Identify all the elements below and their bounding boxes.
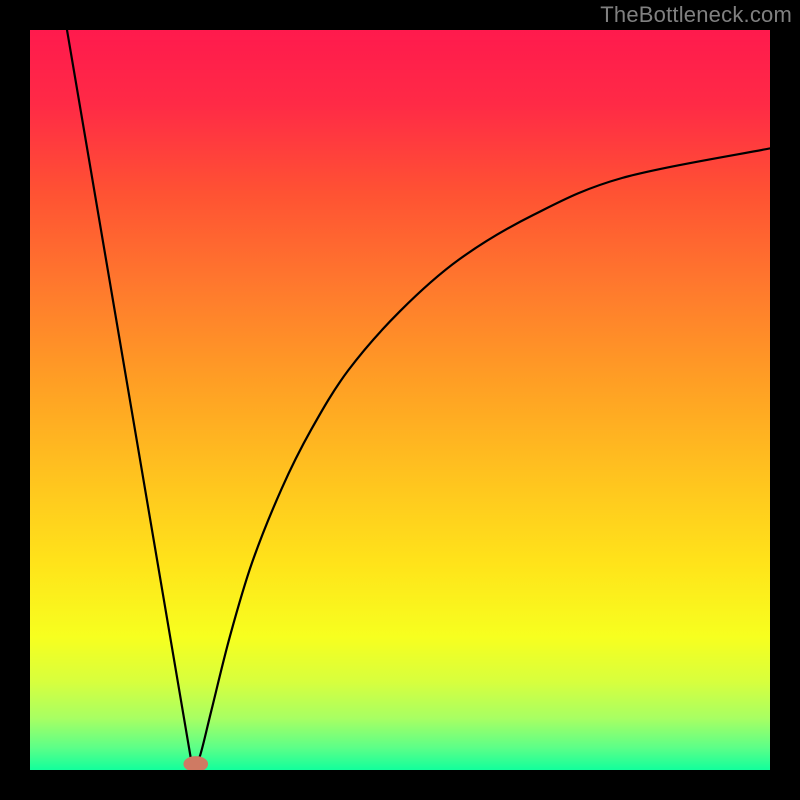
chart-background	[30, 30, 770, 770]
chart-frame: TheBottleneck.com	[0, 0, 800, 800]
watermark-text: TheBottleneck.com	[600, 2, 792, 28]
plot-area	[30, 30, 770, 770]
minimum-marker	[184, 757, 208, 770]
gradient-chart	[30, 30, 770, 770]
